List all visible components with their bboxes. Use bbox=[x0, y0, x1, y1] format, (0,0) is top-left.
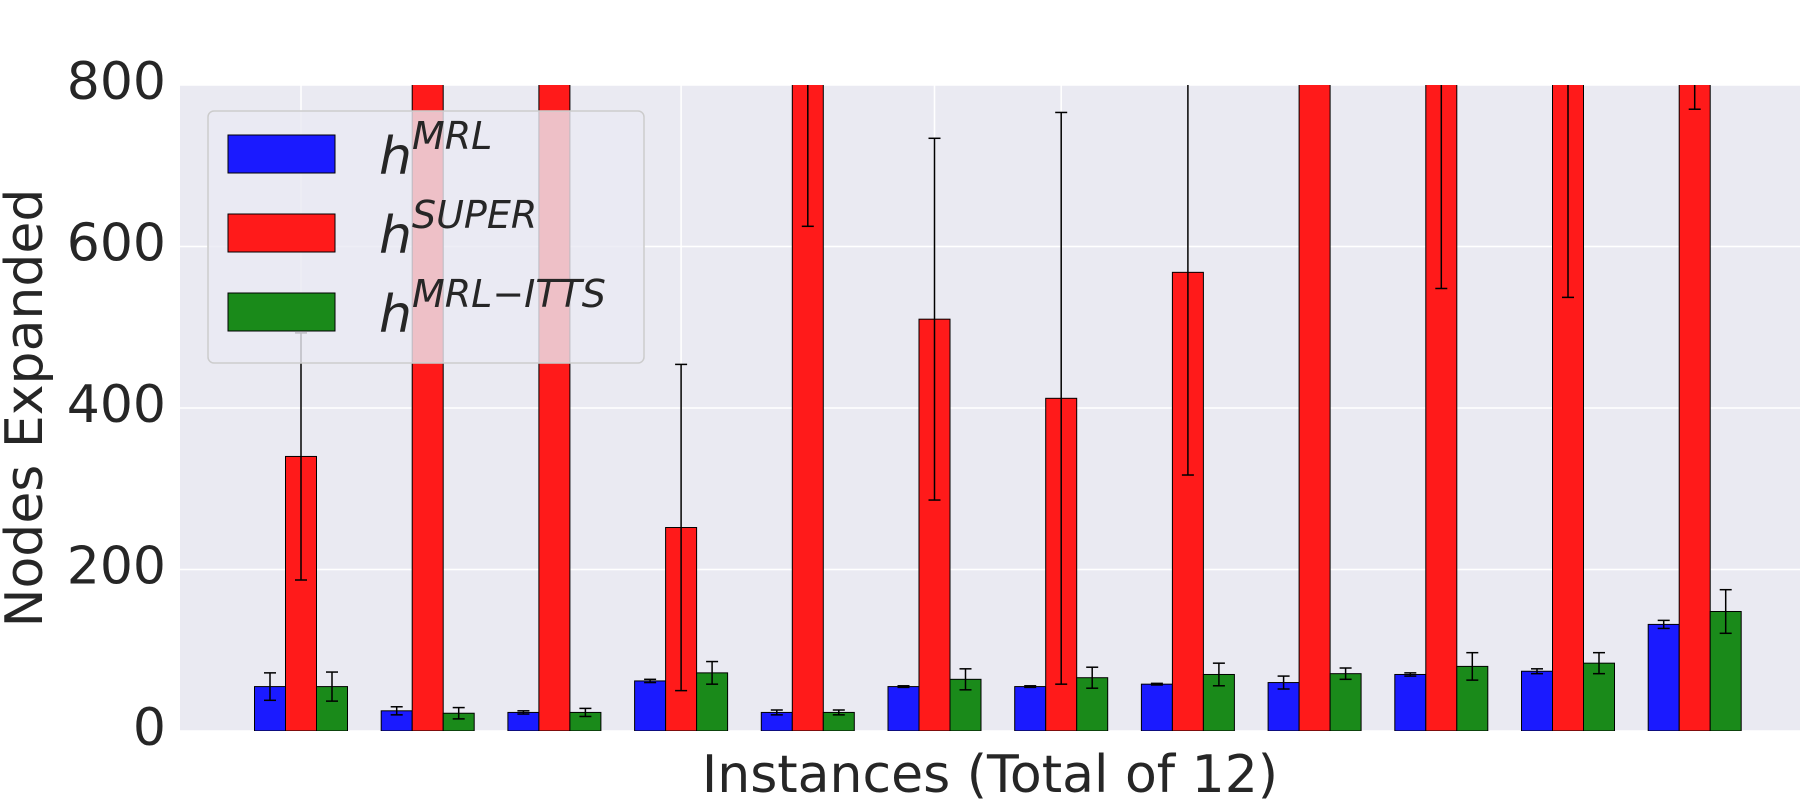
bar bbox=[1583, 662, 1615, 731]
bar bbox=[507, 711, 540, 731]
bars bbox=[254, 85, 1742, 731]
legend-label: hMRL−ITTS bbox=[379, 272, 606, 346]
legend-sup: MRL bbox=[412, 114, 492, 158]
bar bbox=[1140, 683, 1173, 731]
legend-base: h bbox=[379, 285, 412, 345]
bar bbox=[1329, 673, 1362, 731]
x-axis-label: Instances (Total of 12) bbox=[702, 745, 1278, 800]
y-tick-label: 0 bbox=[133, 698, 166, 758]
bar bbox=[1647, 623, 1680, 731]
legend-label: hSUPER bbox=[379, 193, 537, 267]
bar bbox=[411, 85, 444, 731]
legend-label: hMRL bbox=[379, 114, 492, 188]
legend-swatch bbox=[227, 134, 336, 174]
bar bbox=[1014, 686, 1047, 731]
bar bbox=[887, 686, 920, 731]
ticks: 0 200 400 600 800 bbox=[67, 52, 166, 758]
y-tick-label: 200 bbox=[67, 537, 166, 597]
legend-swatch bbox=[227, 292, 336, 332]
bar bbox=[538, 85, 571, 731]
y-tick-label: 800 bbox=[67, 52, 166, 112]
bar bbox=[1394, 673, 1427, 731]
legend-swatch bbox=[227, 213, 336, 253]
bar bbox=[1267, 682, 1300, 731]
legend-sup: SUPER bbox=[412, 193, 537, 237]
y-tick-label: 600 bbox=[67, 214, 166, 274]
legend-sup: MRL−ITTS bbox=[412, 272, 606, 316]
y-axis-label: Nodes Expanded bbox=[0, 189, 55, 628]
bar bbox=[1521, 670, 1553, 731]
bar bbox=[1678, 85, 1711, 731]
bar bbox=[1298, 85, 1331, 731]
bar bbox=[634, 680, 667, 731]
y-tick-label: 400 bbox=[67, 375, 166, 435]
legend-base: h bbox=[379, 127, 412, 187]
legend-base: h bbox=[379, 206, 412, 266]
